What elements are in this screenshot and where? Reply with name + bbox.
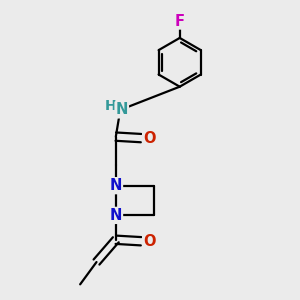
Text: O: O xyxy=(143,130,156,146)
Text: F: F xyxy=(175,14,185,28)
Text: N: N xyxy=(110,208,122,223)
Text: N: N xyxy=(110,178,122,193)
Text: H: H xyxy=(105,99,117,113)
Text: O: O xyxy=(143,234,156,249)
Text: N: N xyxy=(116,102,128,117)
